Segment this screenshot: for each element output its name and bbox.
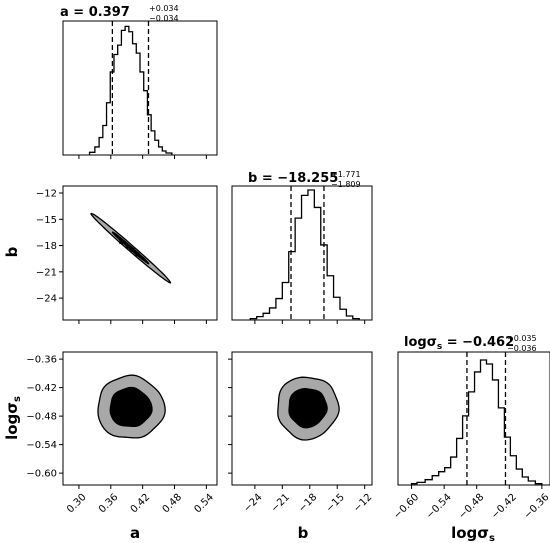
logs_hist-xtick-label: −0.54 <box>424 492 453 521</box>
a_logs-xtick-label: 0.42 <box>129 492 153 516</box>
xlabel-logs-main: logσ <box>451 524 489 542</box>
panel-a-vs-logs: −0.60 −0.54 −0.48 −0.42 −0.36 0.30 0.36 0.42 0.4… <box>26 351 218 516</box>
a_logs-inner-contour <box>109 386 153 428</box>
panel-b-histogram <box>231 185 373 324</box>
xlabel-logs-subscript: s <box>489 533 495 543</box>
xlabel-b: b <box>298 524 309 542</box>
logs_hist-xtick-label: −0.42 <box>489 492 518 521</box>
title-logs: logσs = −0.462 <box>404 335 514 352</box>
a_b-ytick-label: −12 <box>36 189 57 200</box>
a_b-frame <box>62 185 218 321</box>
logs_hist-frame <box>397 351 550 486</box>
ylabel-logs-subscript: s <box>12 396 23 402</box>
panel-logs-histogram: −0.60 −0.54 −0.48 −0.42 −0.36 <box>392 351 550 521</box>
panel-b-vs-logs: −24 −21 −18 −15 −12 <box>228 351 375 515</box>
a_logs-ytick-label: −0.42 <box>26 383 57 394</box>
a_logs-ytick-label: −0.54 <box>26 440 57 451</box>
b_hist-histogram-step <box>249 189 360 320</box>
ylabel-logs: logσs <box>3 396 23 440</box>
b_logs-xtick-label: −21 <box>269 492 292 515</box>
title-logs-sup: +0.035 <box>507 334 537 343</box>
a_b-ytick-label: −21 <box>36 267 57 278</box>
title-logs-sub: −0.036 <box>507 344 537 353</box>
panel-a-vs-b: −24 −21 −18 −15 −12 <box>36 185 218 324</box>
a_logs-xtick-label: 0.36 <box>97 492 121 516</box>
b_logs-frame <box>231 351 373 486</box>
b_logs-xtick-label: −24 <box>242 492 265 515</box>
a_logs-frame <box>62 351 218 486</box>
a_logs-xtick-label: 0.30 <box>65 492 89 516</box>
a-b-core-point <box>135 252 140 257</box>
a_hist-histogram-step <box>88 25 173 155</box>
a_logs-ytick-label: −0.60 <box>26 469 57 480</box>
b_hist-frame <box>231 185 373 321</box>
a_hist-frame <box>62 20 218 156</box>
b_logs-xtick-label: −18 <box>297 492 320 515</box>
title-logs-subscript: s <box>437 342 442 352</box>
panel-a-histogram <box>62 20 218 159</box>
b_logs-xtick-label: −15 <box>324 492 347 515</box>
title-logs-main: logσ <box>404 335 437 350</box>
title-a-sub: −0.034 <box>149 14 179 23</box>
title-b-main: b = −18.255 <box>248 171 338 186</box>
a_logs-ytick-label: −0.48 <box>26 412 57 423</box>
xlabel-logs: logσs <box>451 524 495 543</box>
title-a: a = 0.397 <box>60 5 130 20</box>
a_logs-xtick-label: 0.48 <box>161 492 185 516</box>
title-b-sup: +1.771 <box>331 170 361 179</box>
a_logs-xtick-label: 0.54 <box>193 492 217 516</box>
title-a-main: a = 0.397 <box>60 5 130 20</box>
ylabel-b: b <box>3 246 21 257</box>
a_b-ytick-label: −24 <box>36 294 57 305</box>
b_logs-inner-contour <box>288 388 328 429</box>
title-a-sup: +0.034 <box>149 4 179 13</box>
b_logs-xtick-label: −12 <box>352 492 375 515</box>
logs_hist-histogram-step <box>410 359 543 485</box>
a-b-core-point <box>125 244 130 249</box>
title-logs-value: = −0.462 <box>442 335 514 350</box>
a_b-ytick-label: −15 <box>36 215 57 226</box>
a_logs-ytick-label: −0.36 <box>26 355 57 366</box>
ylabel-logs-main: logσ <box>3 402 21 440</box>
xlabel-a: a <box>130 524 140 542</box>
a-b-core-point <box>130 247 135 252</box>
logs_hist-xtick-label: −0.48 <box>457 492 486 521</box>
title-b-sub: −1.809 <box>331 180 361 189</box>
a_b-ytick-label: −18 <box>36 241 57 252</box>
logs_hist-xtick-label: −0.60 <box>392 492 421 521</box>
title-b: b = −18.255 <box>248 171 338 186</box>
a-b-core-point <box>119 240 124 245</box>
logs_hist-xtick-label: −0.36 <box>522 492 550 521</box>
